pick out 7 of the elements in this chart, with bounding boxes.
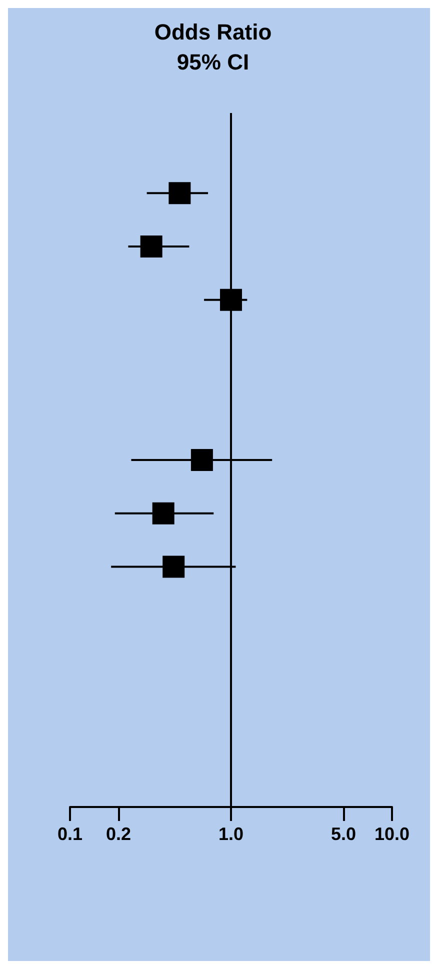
x-tick-label: 5.0: [331, 824, 356, 844]
x-tick-label: 0.2: [106, 824, 131, 844]
chart-subtitle: 95% CI: [176, 50, 250, 74]
x-tick-label: 10.0: [374, 824, 410, 844]
chart-title: Odds Ratio: [154, 20, 272, 44]
x-tick-label: 0.1: [57, 824, 83, 844]
x-tick-label: 1.0: [218, 824, 244, 844]
